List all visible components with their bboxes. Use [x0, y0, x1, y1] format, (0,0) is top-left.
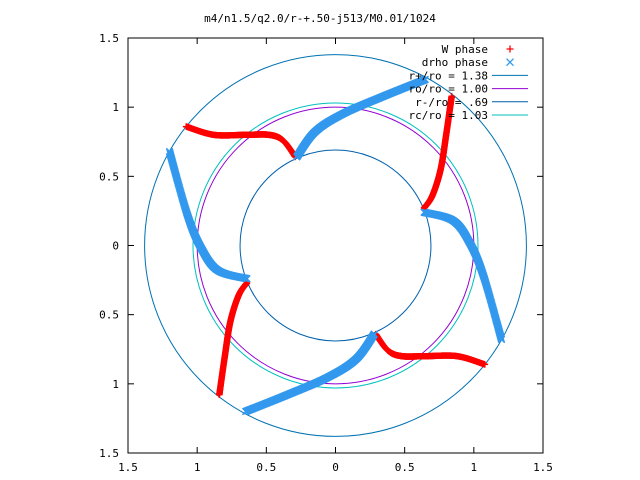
y-tick-label: 0	[112, 240, 119, 253]
x-tick-label: 1	[471, 461, 478, 474]
legend-label: ro/ro = 1.00	[409, 83, 488, 96]
y-tick-label: 1.5	[99, 32, 119, 45]
legend-label: r-/ro = .69	[415, 96, 488, 109]
series-1-arm-2	[241, 330, 378, 416]
reference-circle-3	[192, 102, 479, 389]
series-0-arm-1	[420, 92, 455, 212]
reference-circle-0	[144, 54, 527, 437]
y-tick-label: 1	[112, 101, 119, 114]
reference-circle-2	[239, 149, 432, 342]
legend-label: rc/ro = 1.03	[409, 109, 488, 122]
data-point	[241, 407, 250, 416]
legend-label: drho phase	[422, 56, 488, 69]
series-0-arm-0	[182, 123, 299, 161]
x-tick-label: 1.5	[118, 461, 138, 474]
series-1-arm-0	[293, 75, 430, 161]
x-tick-label: 0.5	[256, 461, 276, 474]
legend-marker	[506, 45, 514, 53]
reference-circles	[144, 54, 527, 437]
y-tick-label: 1.5	[99, 447, 119, 460]
data-point	[165, 147, 174, 156]
chart-title: m4/n1.5/q2.0/r-+.50-j513/M0.01/1024	[204, 12, 436, 25]
series-0-arm-2	[372, 330, 489, 368]
series-1-arm-1	[420, 208, 506, 344]
series-1-arm-3	[165, 147, 251, 283]
y-tick-label: 0.5	[99, 309, 119, 322]
legend-label: W phase	[442, 43, 488, 56]
legend-label: r+/ro = 1.38	[409, 69, 488, 82]
x-tick-label: 0	[332, 461, 339, 474]
data-point	[497, 335, 506, 344]
axis-ticks: 1.5 1 0.5 0 0.5 1 1.51.510.500.511.5	[99, 32, 553, 474]
x-tick-label: 0.5	[395, 461, 415, 474]
series-0-arm-3	[216, 279, 251, 399]
legend-marker	[506, 58, 514, 67]
y-tick-label: 1	[112, 378, 119, 391]
series-1	[165, 75, 506, 416]
data-series	[165, 75, 506, 416]
data-point	[421, 75, 430, 84]
series-0	[182, 92, 489, 399]
reference-circle-1	[196, 106, 475, 385]
x-tick-label: 1.5	[533, 461, 553, 474]
y-tick-label: 0.5	[99, 170, 119, 183]
x-tick-label: 1	[194, 461, 201, 474]
